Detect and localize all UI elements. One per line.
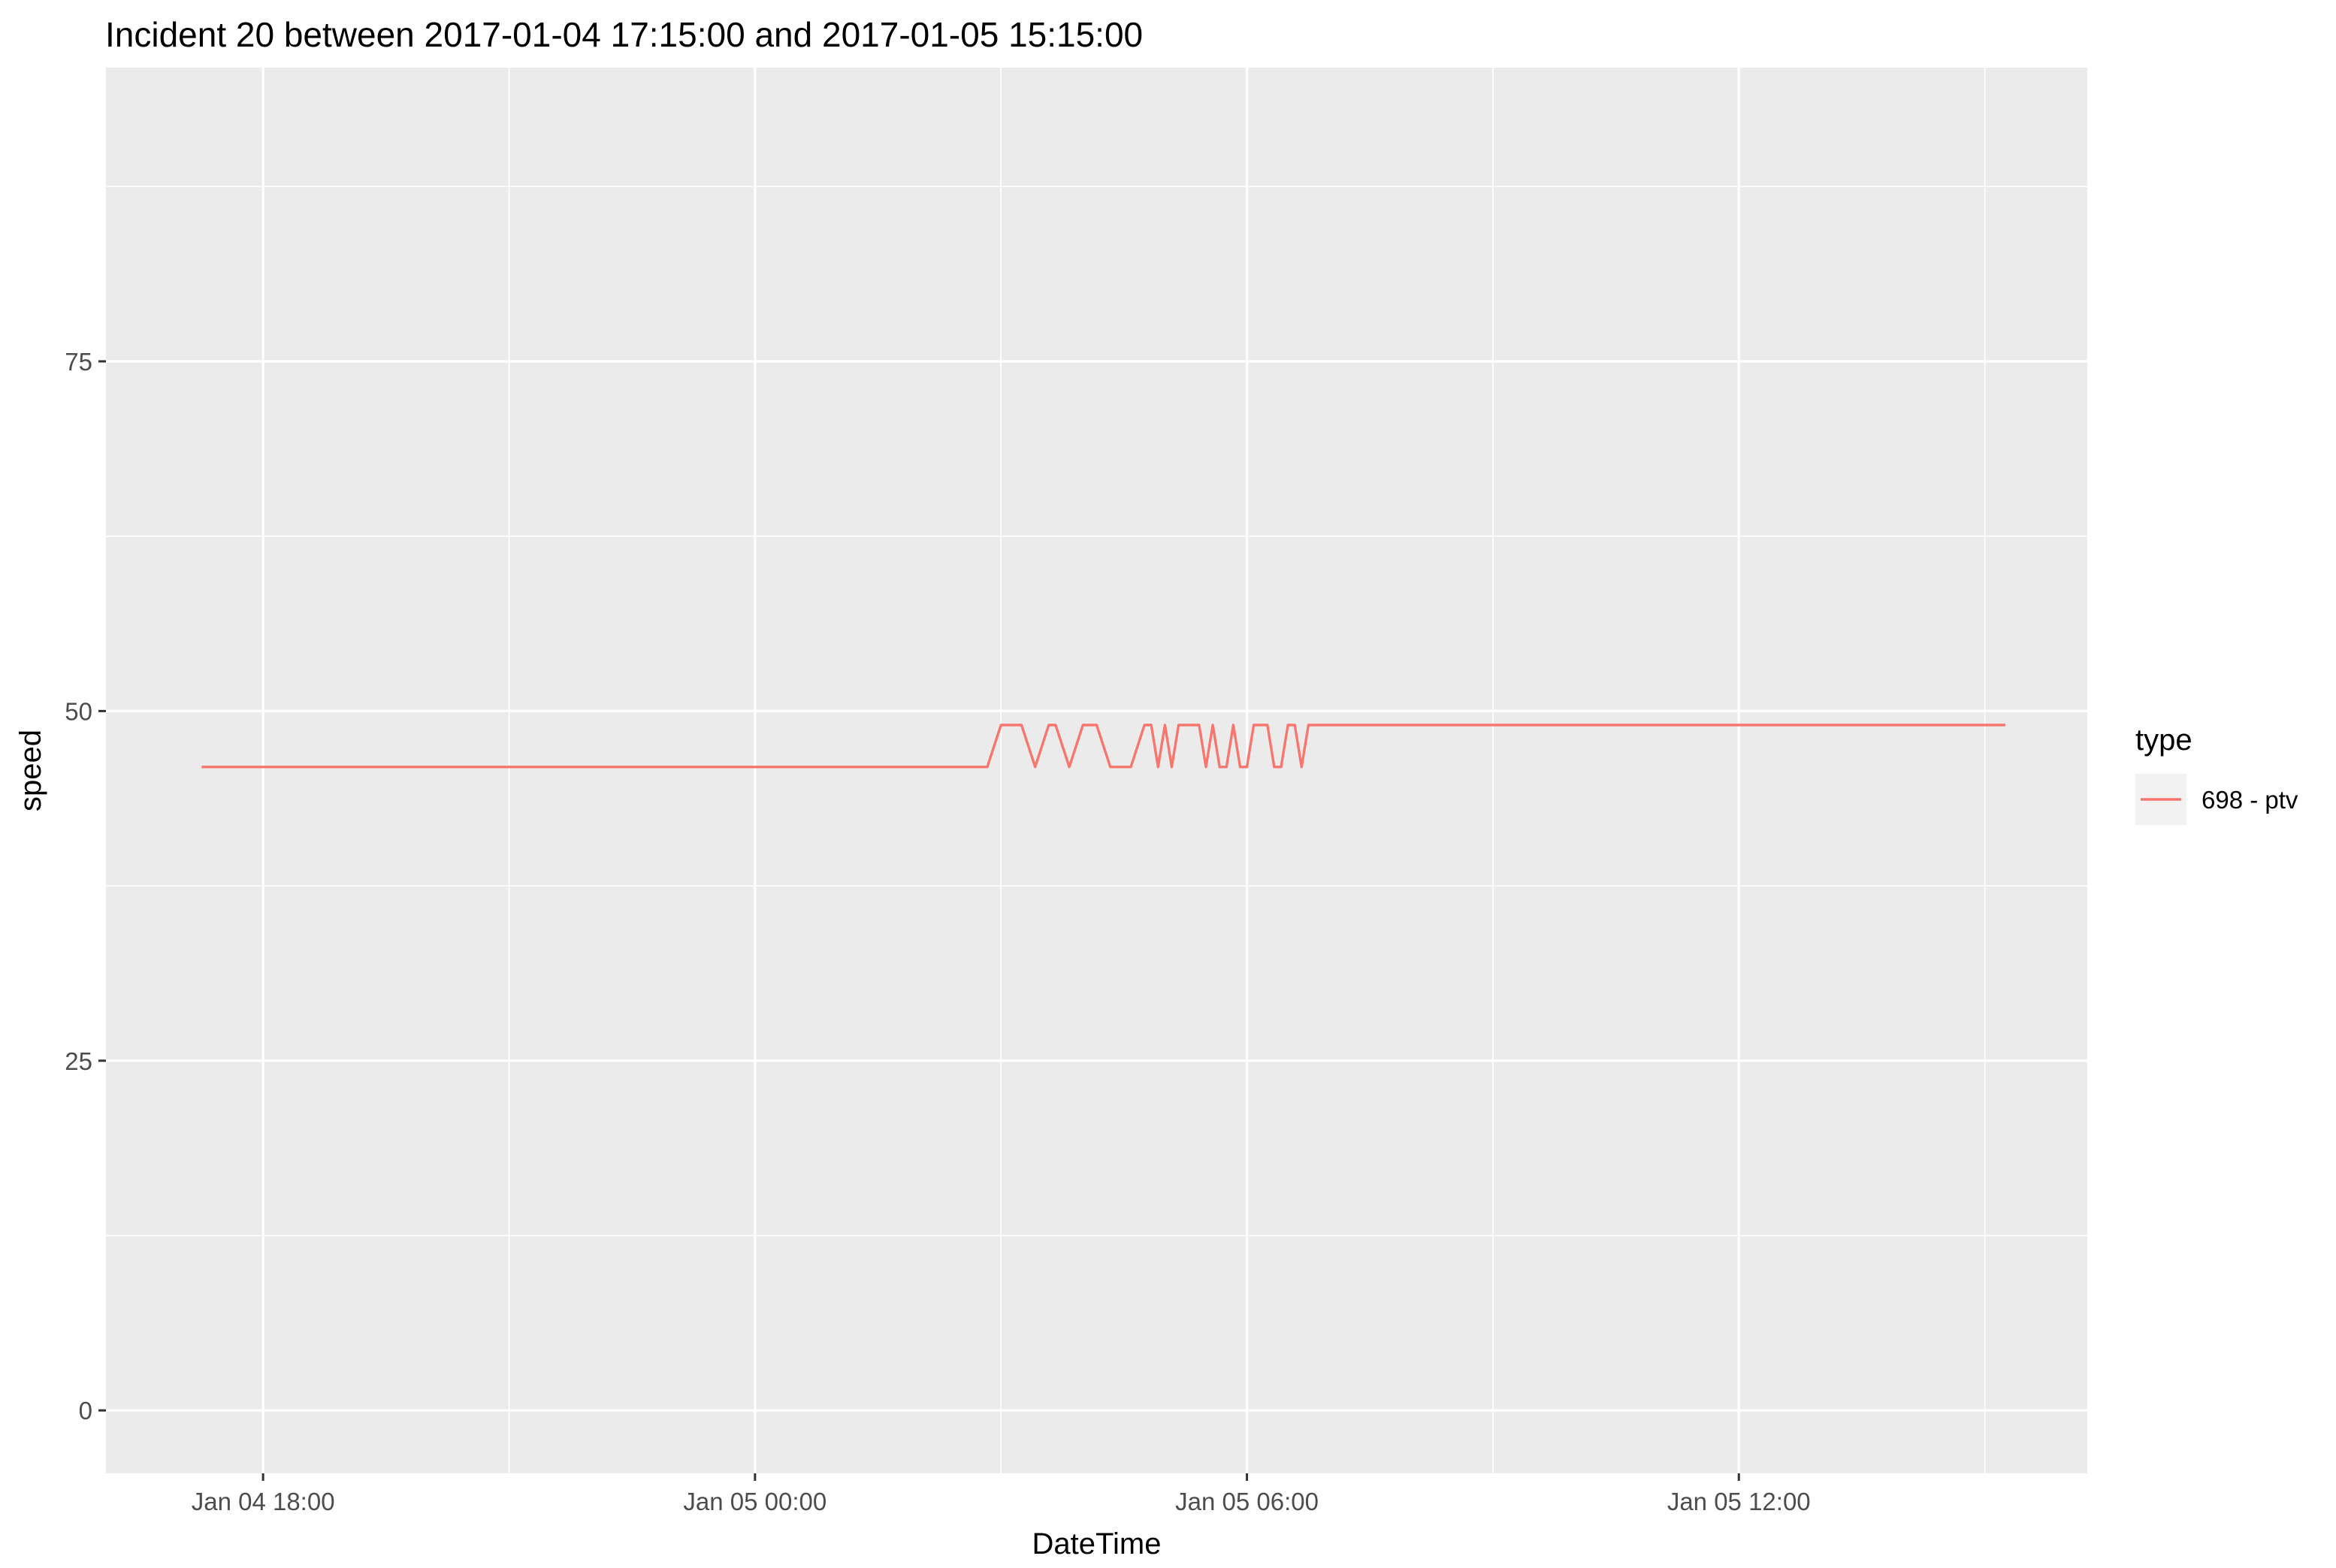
legend: type 698 - ptv <box>2135 724 2298 825</box>
x-axis: Jan 04 18:00 Jan 05 00:00 Jan 05 06:00 Jan … <box>192 1473 1811 1515</box>
x-tick-label: Jan 05 12:00 <box>1667 1488 1811 1515</box>
x-tick-label: Jan 05 06:00 <box>1175 1488 1319 1515</box>
grid-major <box>106 68 2087 1473</box>
y-axis: 0 25 50 75 <box>65 348 106 1424</box>
y-tick-label: 75 <box>65 348 92 376</box>
x-axis-title: DateTime <box>1032 1527 1162 1560</box>
legend-items: 698 - ptv <box>2135 774 2298 825</box>
legend-label: 698 - ptv <box>2202 786 2298 814</box>
y-axis-title: speed <box>14 730 47 811</box>
chart-title: Incident 20 between 2017-01-04 17:15:00 … <box>105 15 1143 54</box>
x-tick-label: Jan 04 18:00 <box>192 1488 335 1515</box>
series-line <box>201 724 2005 769</box>
y-tick-label: 0 <box>79 1397 92 1424</box>
x-tick-label: Jan 05 00:00 <box>683 1488 827 1515</box>
series-layer <box>201 724 2005 769</box>
y-tick-label: 25 <box>65 1047 92 1075</box>
plot-panel <box>106 68 2087 1473</box>
legend-title: type <box>2135 724 2192 757</box>
y-tick-label: 50 <box>65 697 92 725</box>
grid-minor <box>106 68 2087 1473</box>
